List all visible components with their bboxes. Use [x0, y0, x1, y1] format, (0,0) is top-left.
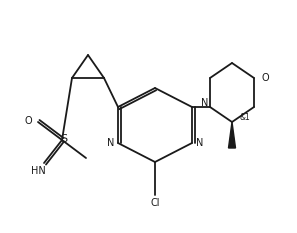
- Polygon shape: [228, 122, 236, 148]
- Text: N: N: [196, 138, 203, 148]
- Text: N: N: [107, 138, 114, 148]
- Text: N: N: [201, 98, 208, 108]
- Text: Cl: Cl: [150, 198, 160, 208]
- Text: HN: HN: [31, 166, 45, 176]
- Text: S: S: [60, 134, 67, 144]
- Text: &1: &1: [240, 113, 251, 123]
- Text: O: O: [24, 116, 32, 126]
- Text: O: O: [262, 73, 270, 83]
